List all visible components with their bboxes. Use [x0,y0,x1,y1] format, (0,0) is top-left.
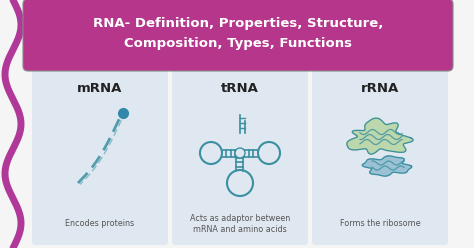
Circle shape [258,142,280,164]
Text: Acts as adaptor between
mRNA and amino acids: Acts as adaptor between mRNA and amino a… [190,214,290,234]
Text: Forms the ribosome: Forms the ribosome [340,219,420,228]
Text: RNA- Definition, Properties, Structure,: RNA- Definition, Properties, Structure, [93,18,383,31]
FancyBboxPatch shape [23,0,453,71]
Circle shape [235,148,245,158]
Text: mRNA: mRNA [77,83,123,95]
Polygon shape [362,156,412,176]
Text: rRNA: rRNA [361,83,399,95]
Text: tRNA: tRNA [221,83,259,95]
FancyBboxPatch shape [312,69,448,245]
Circle shape [227,170,253,196]
FancyBboxPatch shape [32,69,168,245]
Circle shape [200,142,222,164]
FancyBboxPatch shape [235,133,245,151]
FancyBboxPatch shape [172,69,308,245]
Text: Composition, Types, Functions: Composition, Types, Functions [124,37,352,51]
Polygon shape [347,118,413,154]
Text: Encodes proteins: Encodes proteins [65,219,135,228]
